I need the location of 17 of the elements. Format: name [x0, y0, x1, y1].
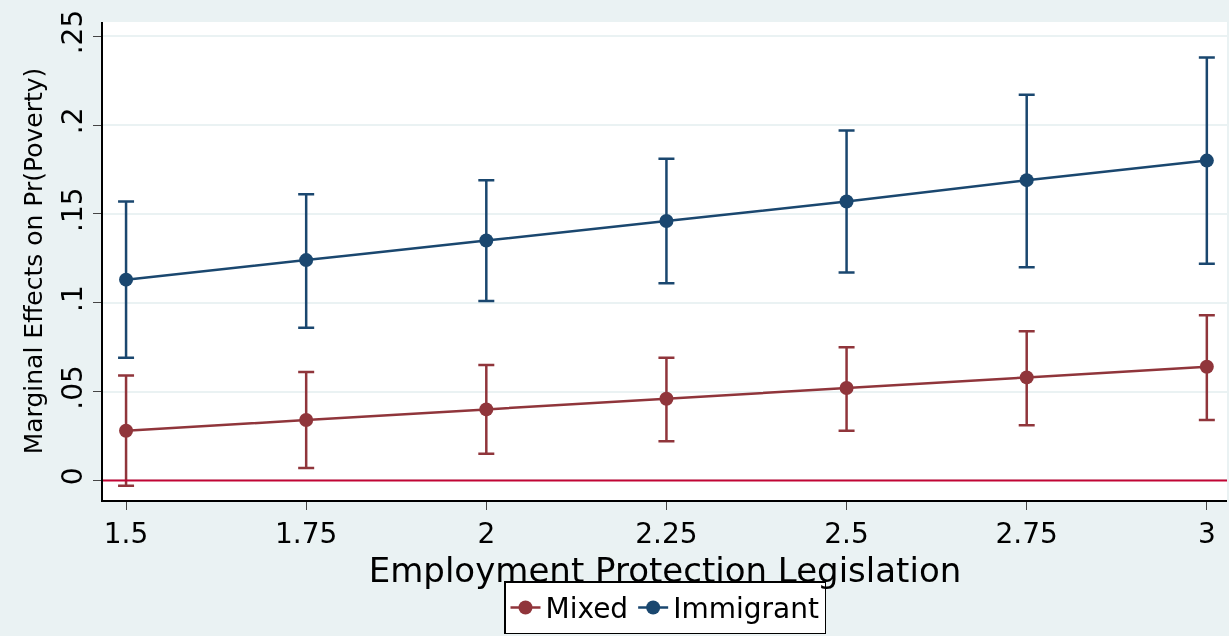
x-tick-label: 2.75 [995, 517, 1058, 551]
y-tick-label: .2 [56, 107, 90, 135]
y-tick-label: 0 [56, 467, 90, 486]
x-tick-label: 2.5 [824, 517, 869, 551]
legend-label: Mixed [545, 592, 629, 626]
y-tick-label: .05 [56, 365, 90, 410]
y-axis-title: Marginal Effects on Pr(Poverty) [19, 67, 49, 455]
x-tick-label: 1.5 [103, 517, 149, 551]
x-tick-label: 2 [477, 517, 496, 551]
x-axis-title: Employment Protection Legislation [368, 550, 962, 591]
x-tick-label: 3 [1197, 517, 1216, 551]
y-tick-label: .15 [56, 187, 90, 232]
legend-label: Immigrant [673, 592, 819, 626]
x-tick-label: 2.25 [635, 517, 698, 551]
y-tick-label: .25 [56, 9, 90, 55]
y-tick-label: .1 [56, 285, 90, 312]
x-tick-label: 1.75 [275, 517, 338, 551]
